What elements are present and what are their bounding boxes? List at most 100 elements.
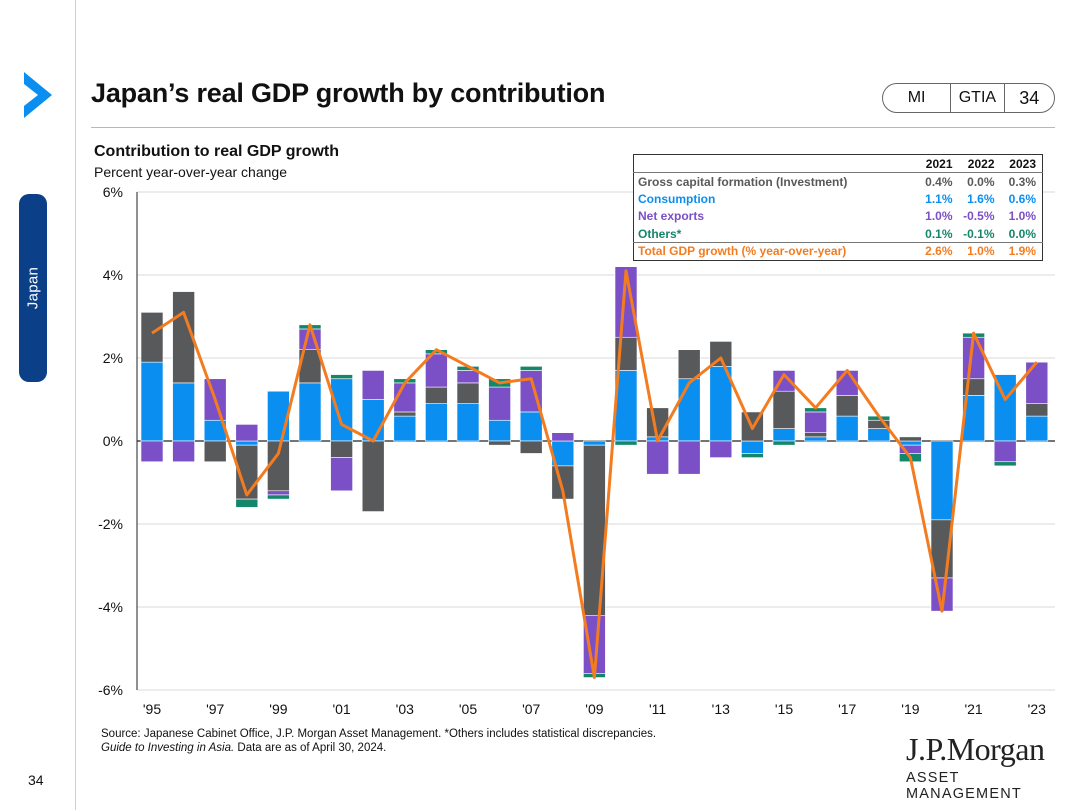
table-cell: 1.0%	[1008, 209, 1036, 224]
bar-segment-investment	[361, 440, 385, 512]
chart-title: Contribution to real GDP growth	[94, 143, 340, 160]
table-row-label: Total GDP growth (% year-over-year)	[633, 242, 917, 260]
bar-segment-investment	[330, 440, 353, 458]
table-cell: 2.6%	[916, 242, 959, 260]
y-tick-label: 4%	[103, 267, 123, 283]
bar-segment-net_exports	[993, 440, 1017, 463]
bar-segment-investment	[899, 436, 922, 442]
guide-pill: MI GTIA 34	[882, 83, 1055, 113]
bar-segment-others	[235, 498, 259, 508]
table-row: Net exports 1.0% -0.5% 1.0%	[634, 208, 1043, 226]
table-row-label: Net exports	[638, 209, 705, 224]
table-cell: -0.5%	[963, 209, 995, 224]
bar-segment-consumption	[804, 436, 827, 442]
bar-segment-others	[614, 440, 638, 446]
bar-segment-investment	[519, 440, 543, 454]
guide-title: Guide to Investing in Asia.	[101, 742, 235, 754]
bar-segment-net_exports	[488, 386, 511, 421]
bar-segment-net_exports	[614, 266, 638, 338]
jpmorgan-logo: J.P.Morgan ASSET MANAGEMENT	[906, 732, 1080, 802]
logo-name: J.P.Morgan	[906, 731, 1045, 767]
bar-segment-net_exports	[267, 490, 290, 496]
table-header-year: 2023	[1000, 154, 1043, 173]
table-cell: 0.0%	[967, 174, 995, 189]
bar-segment-net_exports	[804, 411, 827, 434]
table-cell: 0.0%	[1008, 226, 1036, 241]
y-tick-label: -4%	[98, 599, 123, 615]
bar-segment-net_exports	[361, 370, 385, 400]
table-row-label: Others*	[638, 226, 682, 241]
bar-segment-consumption	[677, 378, 701, 442]
table-cell: 1.0%	[958, 242, 1001, 260]
table-cell: 1.0%	[925, 209, 953, 224]
bar-segment-investment	[677, 349, 701, 380]
contribution-table: 2021 2022 2023 Gross capital formation (…	[633, 154, 1043, 261]
y-tick-label: 6%	[103, 184, 123, 200]
bar-segment-consumption	[456, 403, 480, 442]
table-row-label: Consumption	[638, 191, 716, 206]
bar-segment-investment	[393, 411, 417, 417]
bar-segment-investment	[203, 440, 227, 463]
bar-segment-consumption	[772, 428, 796, 442]
data-date: Data are as of April 30, 2024.	[234, 742, 387, 754]
section-tab[interactable]: Japan	[19, 194, 47, 382]
y-tick-label: 0%	[103, 433, 123, 449]
bar-segment-consumption	[140, 361, 164, 442]
bar-segment-net_exports	[677, 440, 701, 475]
x-tick-label: '07	[522, 701, 540, 717]
y-tick-label: -6%	[98, 682, 123, 698]
bar-segment-consumption	[172, 382, 195, 442]
bar-segment-net_exports	[1025, 361, 1049, 404]
y-tick-label: 2%	[103, 350, 123, 366]
x-tick-label: '95	[143, 701, 161, 717]
bar-segment-net_exports	[140, 440, 164, 463]
pill-page-number: 34	[1019, 87, 1040, 108]
bar-segment-net_exports	[456, 370, 480, 384]
table-header-label	[633, 154, 917, 173]
table-cell: 1.1%	[925, 191, 953, 206]
table-row-label: Gross capital formation (Investment)	[638, 174, 848, 189]
bar-segment-investment	[456, 382, 480, 404]
bar-segment-consumption	[835, 415, 859, 442]
bar-segment-consumption	[235, 440, 259, 446]
bar-segment-investment	[1025, 403, 1049, 417]
bar-segment-consumption	[930, 440, 954, 521]
bar-segment-investment	[835, 395, 859, 417]
bar-segment-others	[519, 365, 543, 371]
bar-segment-consumption	[583, 440, 606, 446]
source-line-2: Guide to Investing in Asia. Data are as …	[101, 741, 656, 755]
bar-segment-consumption	[425, 403, 448, 442]
bar-segment-net_exports	[172, 440, 195, 463]
bar-segment-others	[330, 374, 353, 380]
bar-segment-investment	[804, 432, 827, 438]
x-tick-label: '99	[269, 701, 287, 717]
table-row: Total GDP growth (% year-over-year) 2.6% 1…	[633, 242, 1043, 260]
x-tick-label: '13	[712, 701, 730, 717]
y-tick-label: -2%	[98, 516, 123, 532]
bar-segment-investment	[646, 407, 669, 438]
bar-segment-net_exports	[709, 440, 733, 458]
chevron-right-icon[interactable]	[18, 72, 58, 118]
sidebar-divider	[75, 0, 76, 810]
table-cell: 0.3%	[1008, 174, 1036, 189]
x-tick-label: '11	[649, 701, 666, 717]
source-line: Source: Japanese Cabinet Office, J.P. Mo…	[101, 728, 657, 740]
bar-segment-consumption	[488, 419, 511, 442]
pill-mi[interactable]: MI	[907, 89, 926, 106]
pill-gtia[interactable]: GTIA	[950, 84, 1005, 112]
table-cell: 1.6%	[967, 191, 995, 206]
title-divider	[91, 127, 1055, 128]
table-header-row: 2021 2022 2023	[633, 154, 1043, 173]
x-tick-label: '23	[1028, 701, 1046, 717]
x-tick-label: '21	[964, 701, 982, 717]
bar-segment-net_exports	[646, 440, 669, 475]
table-row: Others* 0.1% -0.1% 0.0%	[634, 225, 1043, 243]
table-cell: 0.1%	[925, 226, 953, 241]
page-title: Japan’s real GDP growth by contribution	[91, 78, 606, 108]
bar-segment-others	[741, 453, 764, 458]
table-header-year: 2022	[958, 154, 1001, 173]
logo-sub: ASSET MANAGEMENT	[906, 770, 1022, 802]
bar-segment-others	[993, 461, 1017, 467]
bar-segment-investment	[140, 312, 164, 363]
